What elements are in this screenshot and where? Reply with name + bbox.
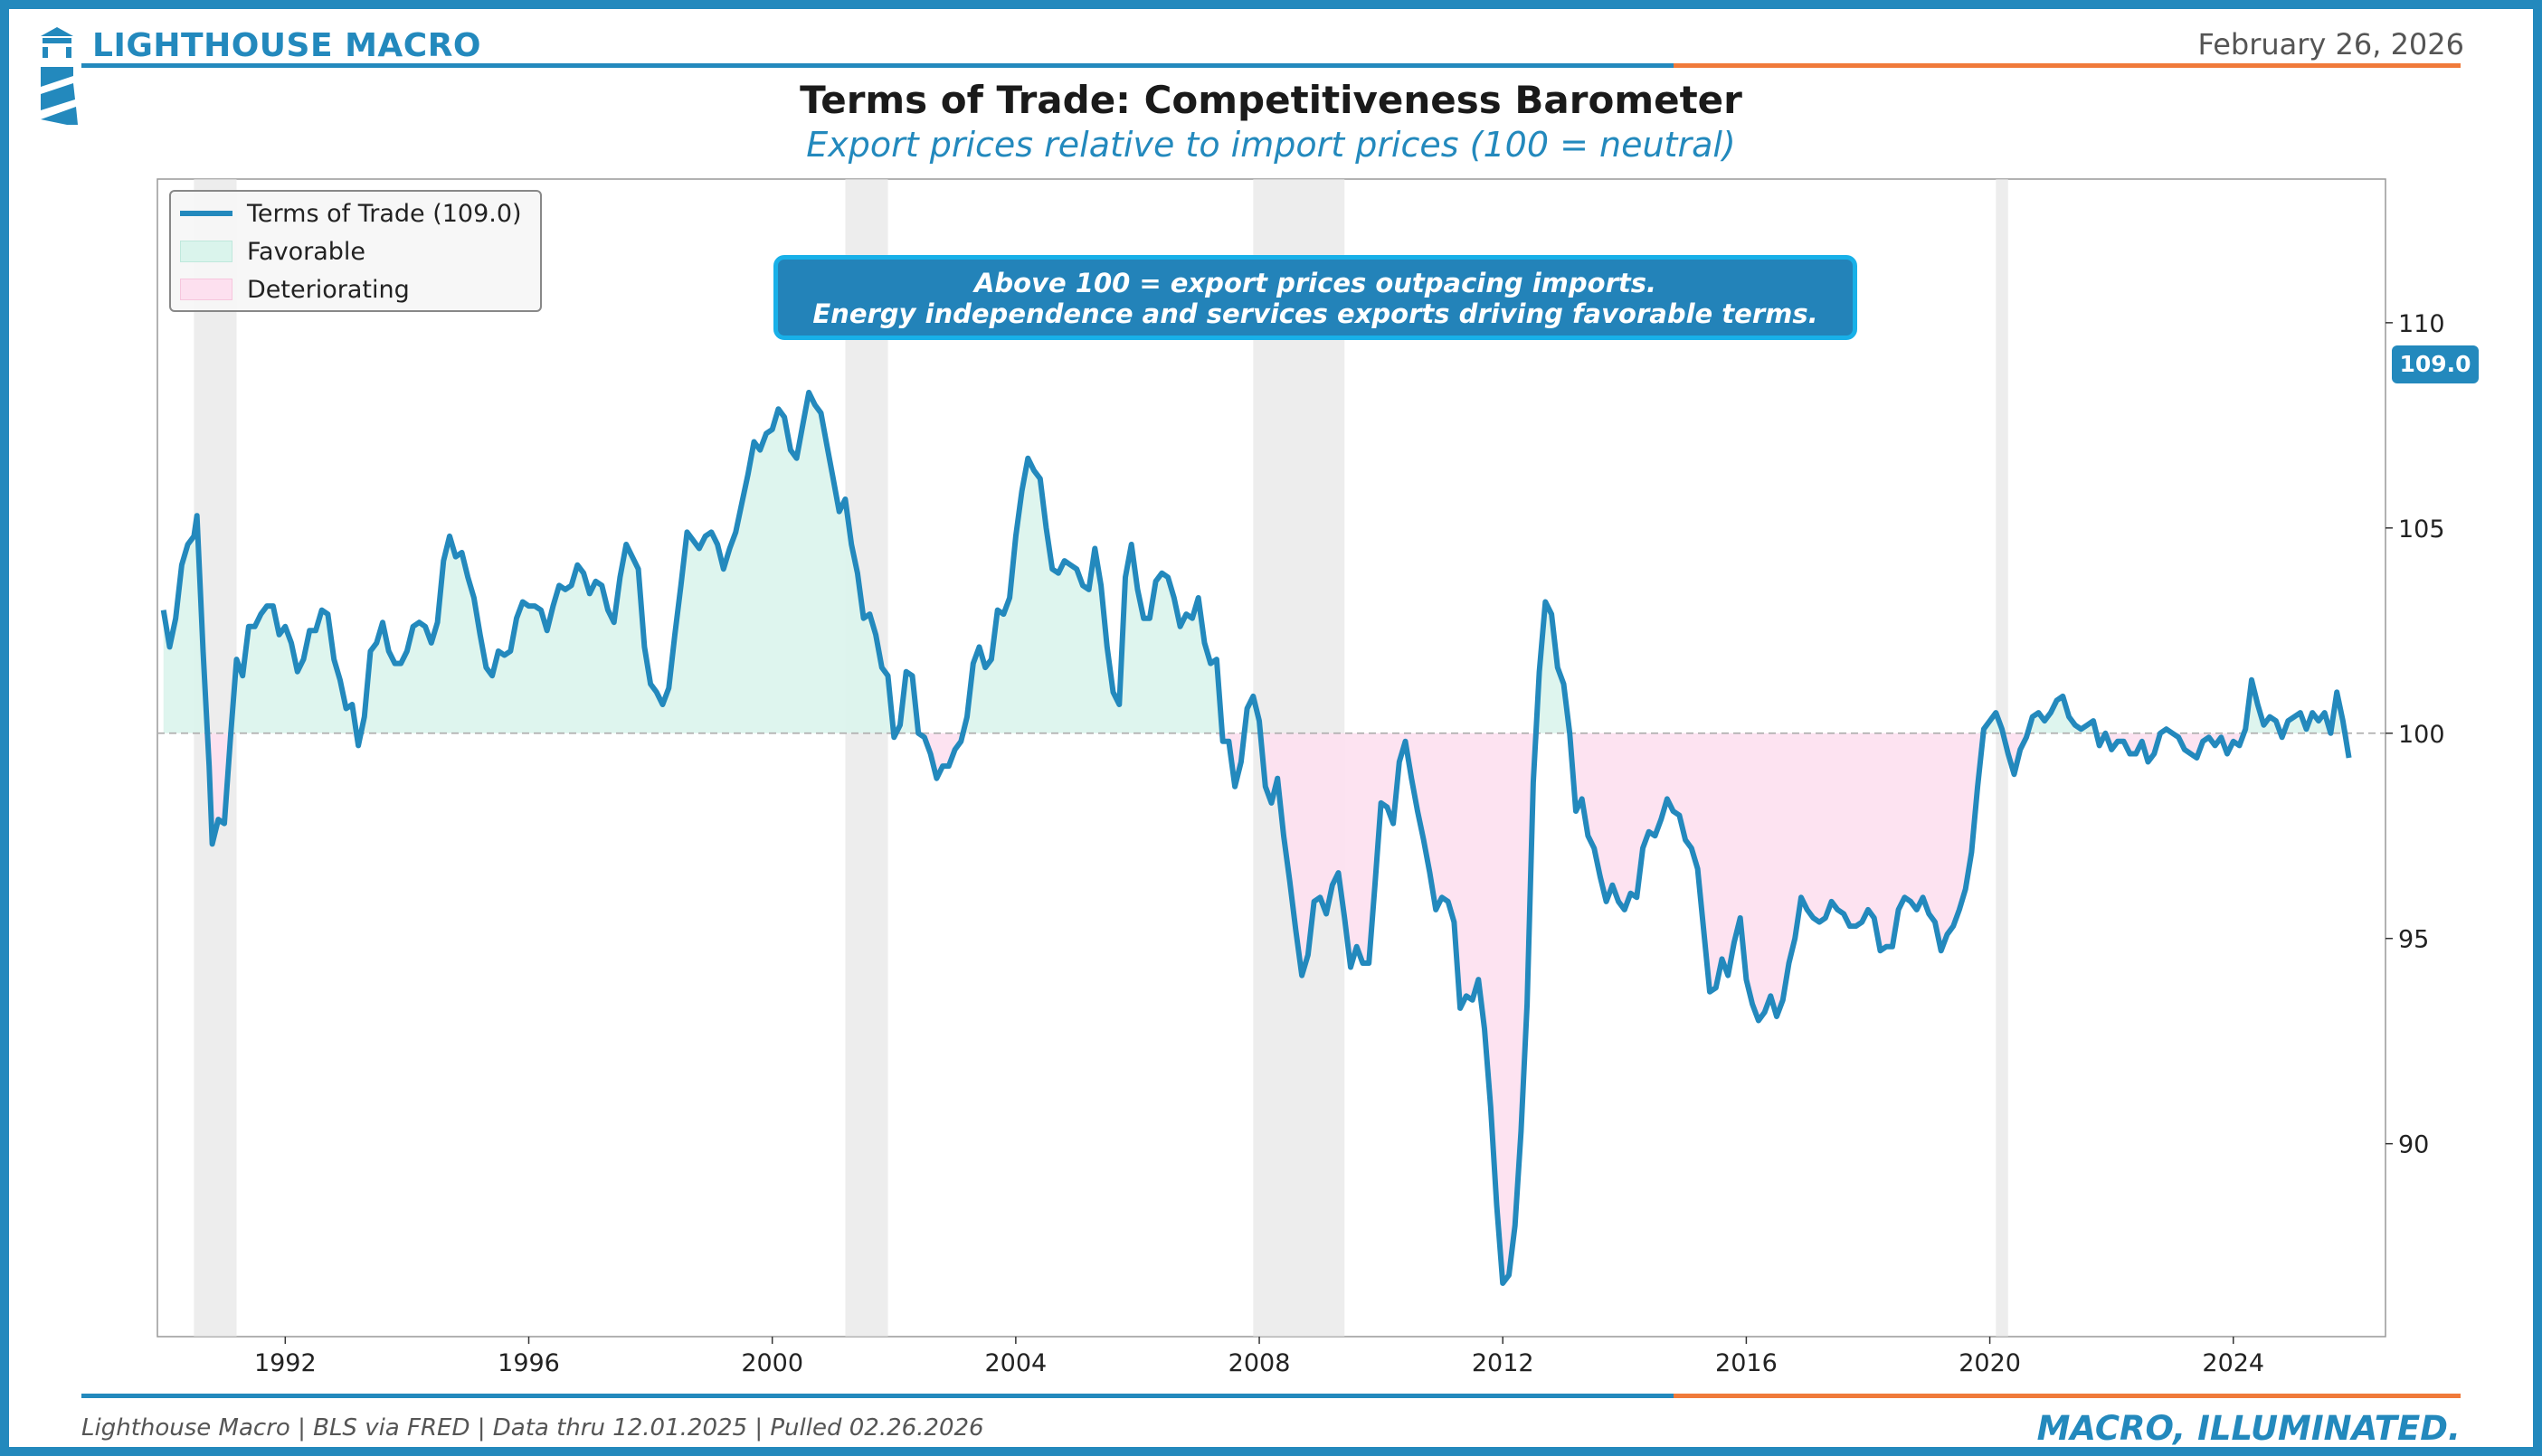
recession-band (845, 179, 888, 1337)
annotation-callout: Above 100 = export prices outpacing impo… (773, 255, 1857, 340)
x-tick-label: 2016 (1715, 1349, 1778, 1377)
legend: Terms of Trade (109.0) Favorable Deterio… (169, 190, 542, 312)
x-tick-label: 2012 (1472, 1349, 1534, 1377)
x-tick-label: 2024 (2202, 1349, 2264, 1377)
header-rule-orange (1674, 63, 2461, 68)
lighthouse-icon (41, 27, 78, 125)
plot-area: 1992 1996 2000 2004 2008 2012 2016 2020 2024 909… (157, 178, 2445, 1377)
y-tick-label: 110 (2398, 310, 2445, 338)
brand-name: LIGHTHOUSE MACRO (92, 27, 482, 64)
legend-item-series: Terms of Trade (109.0) (180, 199, 522, 228)
y-tick-label: 100 (2398, 721, 2445, 749)
x-tick-label: 2000 (741, 1349, 803, 1377)
fill-areas (163, 392, 2349, 1283)
annotation-line-1: Above 100 = export prices outpacing impo… (973, 268, 1657, 298)
legend-swatch-favorable (180, 241, 232, 262)
legend-label: Deteriorating (247, 275, 410, 304)
y-tick-label: 105 (2398, 515, 2445, 544)
favorable-area (163, 392, 2349, 733)
x-tick-label: 2004 (985, 1349, 1048, 1377)
legend-swatch-deteriorating (180, 279, 232, 300)
x-axis: 1992 1996 2000 2004 2008 2012 2016 2020 2024 (254, 1337, 2264, 1377)
x-tick-label: 1992 (254, 1349, 317, 1377)
legend-label: Favorable (247, 237, 365, 266)
legend-item-deteriorating: Deteriorating (180, 275, 410, 304)
footer-rule-orange (1674, 1394, 2461, 1398)
footer-source: Lighthouse Macro | BLS via FRED | Data t… (81, 1414, 984, 1442)
recession-band (1996, 179, 2008, 1337)
chart-subtitle: Export prices relative to import prices … (806, 125, 1736, 165)
legend-item-favorable: Favorable (180, 237, 365, 266)
y-tick-label: 90 (2398, 1131, 2429, 1159)
legend-swatch-line (180, 211, 232, 216)
x-tick-label: 2020 (1959, 1349, 2021, 1377)
chart-title: Terms of Trade: Competitiveness Baromete… (800, 78, 1742, 122)
legend-label: Terms of Trade (109.0) (247, 199, 522, 228)
header-rule-blue (81, 63, 1674, 68)
y-tick-label: 95 (2398, 926, 2429, 954)
x-tick-label: 1996 (498, 1349, 560, 1377)
last-value-badge: 109.0 (2392, 345, 2479, 383)
deteriorating-area (163, 733, 2349, 1283)
x-tick-label: 2008 (1228, 1349, 1291, 1377)
y-axis: 90 95 100 105 110 (2385, 310, 2445, 1159)
annotation-line-2: Energy independence and services exports… (812, 298, 1818, 329)
footer-tagline: MACRO, ILLUMINATED. (2036, 1409, 2461, 1448)
series-terms-of-trade (160, 390, 2352, 1286)
footer-rule-blue (81, 1394, 1674, 1398)
report-date: February 26, 2026 (2197, 27, 2464, 61)
